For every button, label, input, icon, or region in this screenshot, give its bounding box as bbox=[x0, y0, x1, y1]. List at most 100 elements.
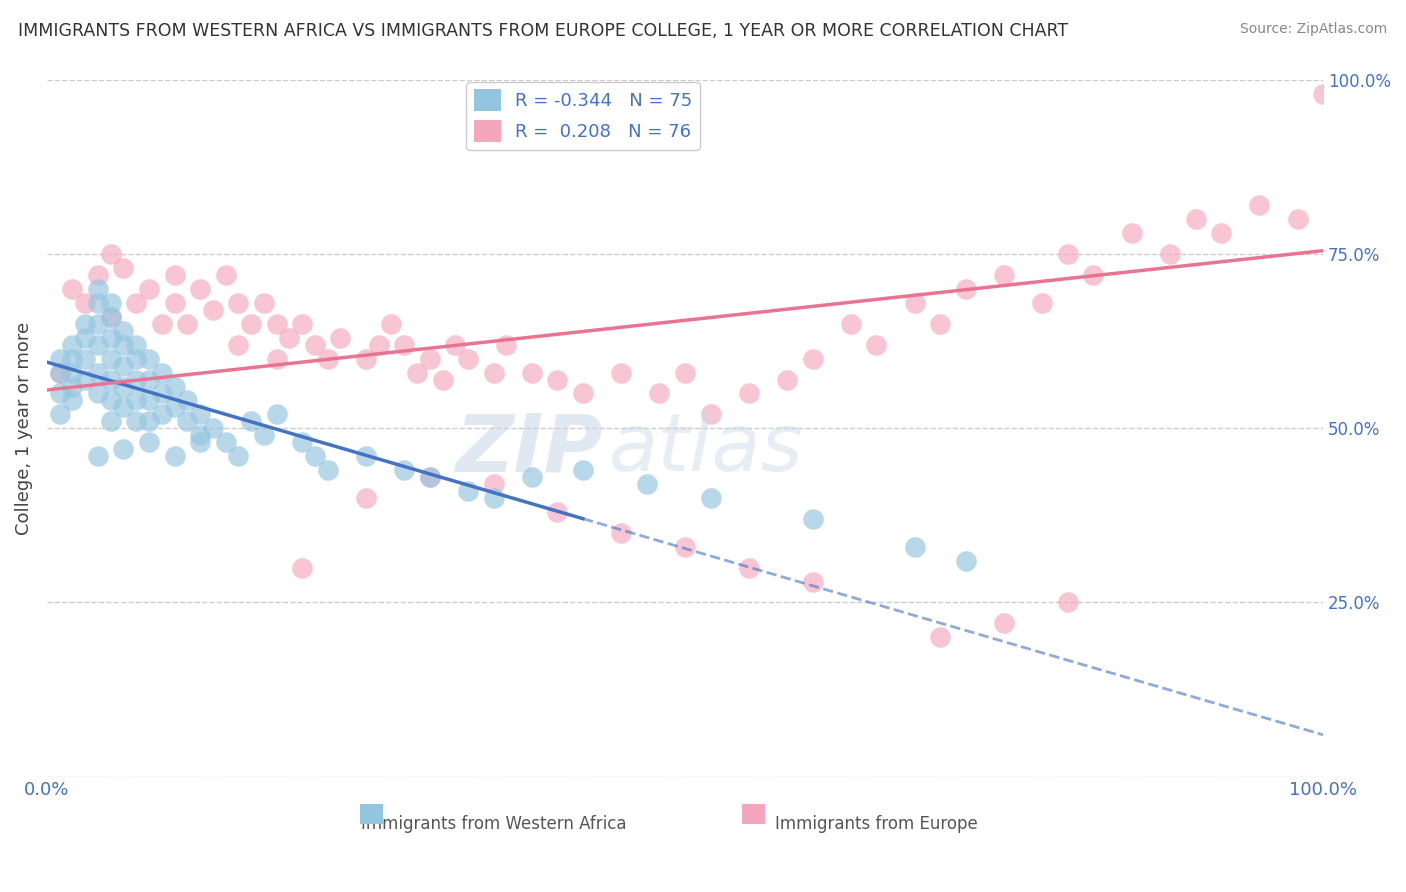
Text: Immigrants from Western Africa: Immigrants from Western Africa bbox=[361, 815, 626, 833]
Point bbox=[1184, 212, 1206, 227]
Point bbox=[520, 366, 543, 380]
Text: ZIP: ZIP bbox=[454, 410, 602, 488]
Point bbox=[457, 483, 479, 498]
Text: Immigrants from Europe: Immigrants from Europe bbox=[775, 815, 977, 833]
Point bbox=[673, 366, 696, 380]
Point bbox=[1083, 268, 1105, 282]
Text: Source: ZipAtlas.com: Source: ZipAtlas.com bbox=[1240, 22, 1388, 37]
Point bbox=[214, 268, 236, 282]
Point bbox=[1249, 198, 1271, 212]
Point bbox=[188, 435, 211, 450]
Point bbox=[904, 540, 927, 554]
Point bbox=[572, 463, 595, 477]
Point bbox=[62, 337, 84, 351]
Point bbox=[150, 408, 173, 422]
Point bbox=[138, 414, 160, 428]
Point bbox=[48, 386, 70, 401]
Point bbox=[48, 366, 70, 380]
Point bbox=[75, 351, 97, 366]
Point bbox=[48, 408, 70, 422]
Point bbox=[62, 351, 84, 366]
Point bbox=[112, 337, 135, 351]
Point bbox=[304, 337, 326, 351]
Point bbox=[482, 491, 505, 505]
Point bbox=[100, 393, 122, 408]
Point bbox=[278, 331, 301, 345]
Point bbox=[87, 268, 110, 282]
Point bbox=[163, 296, 186, 310]
Point bbox=[482, 366, 505, 380]
Point bbox=[228, 449, 250, 463]
Point bbox=[801, 351, 824, 366]
Point bbox=[266, 351, 288, 366]
Point bbox=[1159, 247, 1181, 261]
Point bbox=[444, 337, 467, 351]
Point bbox=[87, 366, 110, 380]
Point bbox=[329, 331, 352, 345]
Point bbox=[1286, 212, 1309, 227]
Point bbox=[1057, 247, 1080, 261]
Point bbox=[406, 366, 429, 380]
Point bbox=[48, 351, 70, 366]
Point bbox=[138, 393, 160, 408]
Point bbox=[546, 505, 568, 519]
Point bbox=[367, 337, 389, 351]
Point bbox=[87, 449, 110, 463]
Point bbox=[291, 435, 314, 450]
Point bbox=[100, 296, 122, 310]
Point bbox=[993, 616, 1015, 631]
Text: IMMIGRANTS FROM WESTERN AFRICA VS IMMIGRANTS FROM EUROPE COLLEGE, 1 YEAR OR MORE: IMMIGRANTS FROM WESTERN AFRICA VS IMMIGR… bbox=[18, 22, 1069, 40]
Point bbox=[48, 366, 70, 380]
Point bbox=[112, 261, 135, 276]
Point bbox=[482, 477, 505, 491]
Point bbox=[150, 386, 173, 401]
Point bbox=[648, 386, 671, 401]
Point bbox=[112, 379, 135, 393]
Y-axis label: College, 1 year or more: College, 1 year or more bbox=[15, 322, 32, 535]
Point bbox=[100, 331, 122, 345]
Point bbox=[291, 317, 314, 331]
Point bbox=[572, 386, 595, 401]
Point bbox=[138, 372, 160, 386]
Point bbox=[62, 379, 84, 393]
Point bbox=[354, 351, 377, 366]
Point bbox=[955, 554, 977, 568]
Point bbox=[419, 470, 441, 484]
Bar bbox=[742, 805, 765, 824]
Point bbox=[419, 470, 441, 484]
Point bbox=[929, 317, 952, 331]
Point bbox=[419, 351, 441, 366]
Point bbox=[138, 435, 160, 450]
Point bbox=[291, 560, 314, 574]
Legend: R = -0.344   N = 75, R =  0.208   N = 76: R = -0.344 N = 75, R = 0.208 N = 76 bbox=[467, 82, 700, 150]
Point bbox=[188, 408, 211, 422]
Point bbox=[62, 282, 84, 296]
Point bbox=[1209, 226, 1232, 240]
Point bbox=[125, 393, 148, 408]
Point bbox=[520, 470, 543, 484]
Point bbox=[100, 372, 122, 386]
Point bbox=[87, 337, 110, 351]
Point bbox=[240, 317, 263, 331]
Point bbox=[100, 351, 122, 366]
Point bbox=[75, 331, 97, 345]
Point bbox=[138, 282, 160, 296]
Point bbox=[955, 282, 977, 296]
Point bbox=[150, 366, 173, 380]
Point bbox=[112, 442, 135, 457]
Text: atlas: atlas bbox=[609, 410, 803, 488]
Point bbox=[112, 359, 135, 373]
Point bbox=[610, 525, 633, 540]
Point bbox=[776, 372, 799, 386]
Point bbox=[495, 337, 517, 351]
Point bbox=[125, 337, 148, 351]
Point bbox=[100, 247, 122, 261]
Point bbox=[112, 324, 135, 338]
Point bbox=[457, 351, 479, 366]
Point bbox=[75, 296, 97, 310]
Point bbox=[865, 337, 887, 351]
Point bbox=[304, 449, 326, 463]
Point bbox=[201, 302, 224, 317]
Point bbox=[1031, 296, 1053, 310]
Point bbox=[188, 428, 211, 442]
